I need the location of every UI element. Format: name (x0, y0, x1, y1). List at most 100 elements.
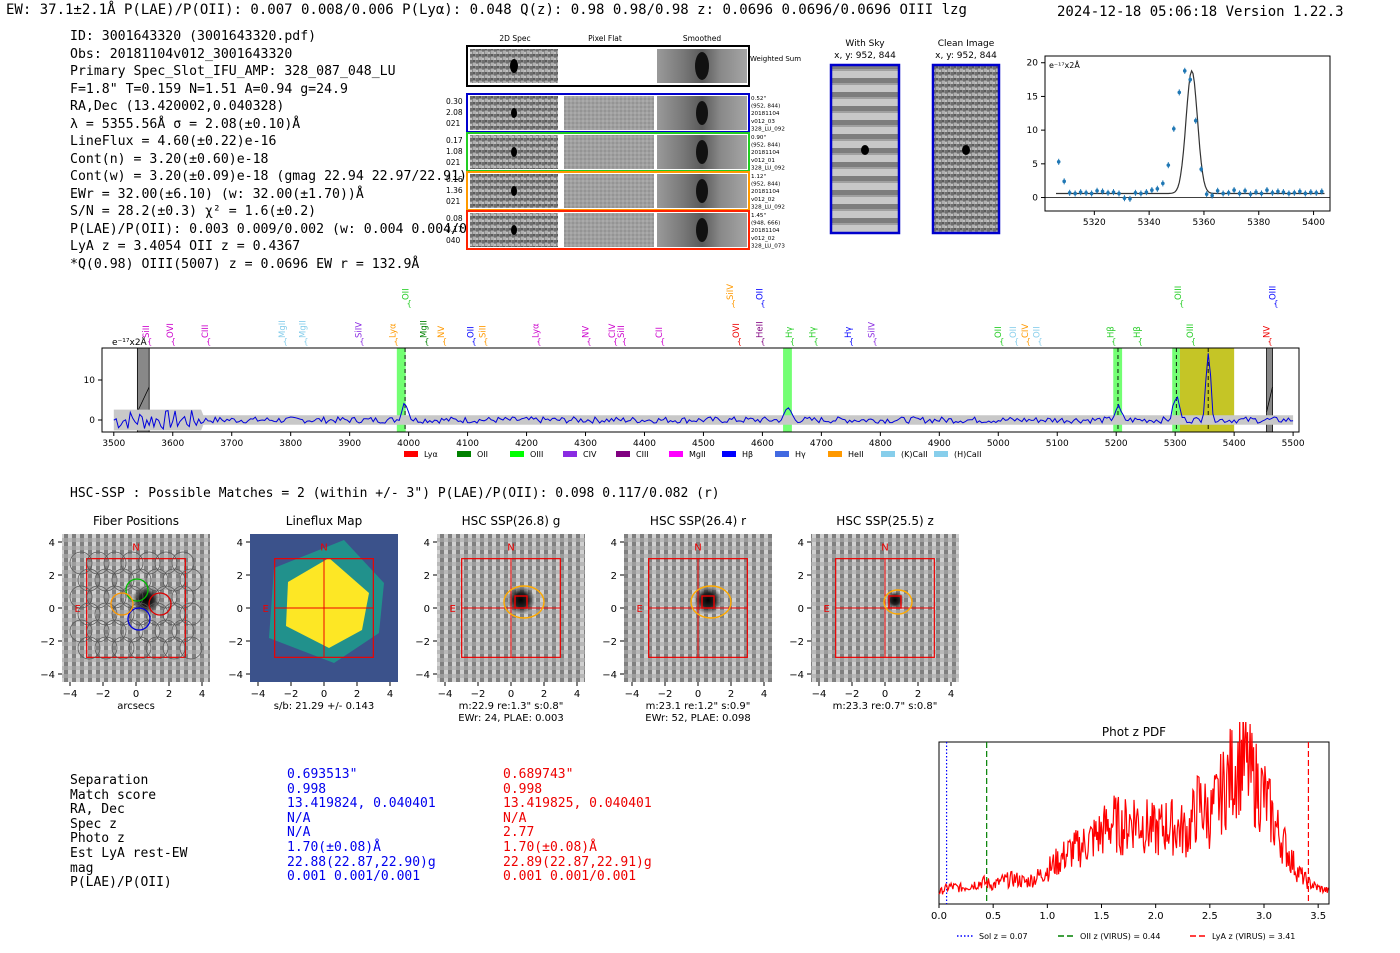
info-line: Cont(n) = 3.20(±0.60)e-18 (70, 151, 269, 167)
info-line: S/N = 28.2(±0.3) χ² = 1.6(±0.2) (70, 204, 317, 219)
hsc-xtick-label: −2 (471, 689, 486, 700)
hsc-xtick-label: 2 (354, 689, 360, 700)
zoom-point (1309, 190, 1313, 194)
hsc-xtick-label: 0 (695, 689, 701, 700)
spec-line-bracket: { (407, 299, 412, 308)
cutout-right-label: 328_LU_092 (751, 204, 785, 210)
spec-xtick-label: 4900 (928, 439, 951, 449)
hsc-panel-group: Fiber Positions N E 4 2 0 −2 −4 −4 −2 0 2 4 arcsecs Li… (40, 514, 959, 724)
blue-mag: 22.88(22.87,22.90)g (287, 854, 436, 870)
hsc-ytick-label: 0 (237, 604, 243, 615)
spec-line-label: MgII (419, 320, 429, 338)
info-line: *Q(0.98) OIII(5007) z = 0.0696 EW r = 13… (70, 256, 420, 272)
cutout-left-label: 2.17 (446, 225, 463, 234)
spec-legend-label: CIV (583, 450, 597, 459)
spec-legend-label: (H)CaII (954, 450, 981, 459)
hsc-ytick-label: −2 (228, 637, 243, 648)
cutout-left-label: 021 (446, 158, 461, 167)
spec-legend-swatch (775, 451, 789, 457)
zoom-point (1254, 190, 1258, 194)
with-sky-source (861, 145, 869, 155)
spec-line-bracket: { (813, 337, 818, 346)
cutout-left-label: 021 (446, 197, 461, 206)
info-line: Obs: 20181104v012_3001643320 (70, 46, 293, 62)
photz-xtick-label: 2.0 (1148, 911, 1164, 922)
cutout-right-label: v012_02 (751, 197, 775, 203)
photz-legend-label: OII z (VIRUS) = 0.44 (1080, 932, 1160, 941)
zoom-ytick-label: 15 (1027, 92, 1038, 102)
spec-line-bracket: { (359, 337, 364, 346)
spec-line-label: Hγ (808, 327, 818, 338)
hsc-panel-title: Fiber Positions (93, 514, 179, 528)
photz-xtick-label: 0.0 (931, 911, 947, 922)
hsc-fiber (120, 551, 144, 575)
zoom-point (1128, 197, 1132, 201)
info-line: Primary Spec_Slot_IFU_AMP: 328_087_048_L… (70, 64, 396, 79)
zoom-point (1281, 190, 1286, 194)
hsc-fiber (171, 551, 195, 575)
zoom-point (1319, 189, 1324, 194)
match-red-column: 0.689743" 0.998 13.419825, 0.040401 N/A … (503, 767, 652, 885)
spec-line-bracket: { (999, 337, 1004, 346)
hsc-panel-title: HSC SSP(26.4) r (650, 514, 746, 528)
spec-line-bracket: { (171, 337, 176, 346)
spec-line-label: NV (581, 326, 591, 338)
zoom-point (1117, 191, 1121, 196)
label-photo-z: Photo z (70, 831, 125, 847)
hsc-east-label: E (450, 604, 456, 615)
hsc-ytick-label: 4 (49, 538, 55, 549)
spec-line-label: CIV (1021, 324, 1031, 338)
hsc-xtick-label: 2 (915, 689, 921, 700)
hsc-east-label: E (824, 604, 830, 615)
cutout-pixel-flat (564, 174, 654, 208)
zoom-point (1177, 90, 1182, 95)
spec-xtick-label: 4400 (633, 439, 656, 449)
spec-line-label: OII (994, 326, 1004, 338)
hsc-xtick-label: 4 (948, 689, 954, 700)
label-spec-z: Spec z (70, 816, 117, 832)
spec-legend-label: HeII (848, 450, 864, 459)
zoom-point (1111, 190, 1116, 194)
zoom-xtick-label: 5400 (1302, 218, 1325, 228)
spec-xtick-label: 4600 (751, 439, 774, 449)
spec-xtick-label: 5200 (1105, 439, 1128, 449)
spec-xtick-label: 5500 (1282, 439, 1305, 449)
cutout-right-label: 20181104 (751, 189, 780, 195)
blue-ra-dec: 13.419824, 0.040401 (287, 796, 436, 812)
spec-line-label: SiII (478, 325, 488, 338)
info-line: LyA z = 3.4054 OII z = 0.4367 (70, 239, 301, 254)
spec-line-bracket: { (622, 337, 627, 346)
hsc-xtick-label: −4 (625, 689, 640, 700)
hsc-fiber (154, 619, 178, 643)
spec-masked-hatch (137, 386, 150, 413)
zoom-point (1232, 188, 1236, 192)
hsc-north-label: N (132, 543, 139, 554)
zoom-xtick-label: 5320 (1083, 218, 1106, 228)
hsc-fiber (179, 636, 203, 660)
blue-match-score: 0.998 (287, 781, 327, 797)
detection-info: ID: 3001643320 (3001643320.pdf) Obs: 201… (70, 28, 507, 273)
hsc-north-label: N (320, 543, 327, 554)
hsc-xtick-label: 0 (508, 689, 514, 700)
hsc-ytick-label: 4 (424, 538, 430, 549)
hsc-fiber (103, 619, 127, 643)
spec-xtick-label: 4700 (810, 439, 833, 449)
spec-legend: Lyα OII OIII CIV CIII MgII Hβ Hγ HeII (K)CaII (H)C… (404, 450, 981, 459)
label-separation: Separation (70, 773, 149, 788)
hsc-fiber-green (125, 578, 149, 602)
zoom-point (1215, 188, 1220, 193)
hsc-fiber-orange (110, 592, 134, 616)
cutout-left-label: 040 (446, 236, 461, 245)
zoom-ytick-label: 10 (1027, 126, 1039, 136)
sky-cutouts: With Sky x, y: 952, 844 Clean Image x, y… (829, 39, 1001, 235)
hsc-xtick-label: −4 (63, 689, 78, 700)
hsc-north-label: N (507, 543, 514, 554)
cutout-source (511, 108, 517, 118)
cutout-left-label: 1.36 (446, 186, 463, 195)
spec-line-bracket: { (1038, 337, 1043, 346)
red-separation: 0.689743" (503, 767, 574, 782)
spec-line-label: OIII (1186, 324, 1196, 338)
zoom-point (1265, 188, 1269, 192)
zoom-point (1095, 188, 1099, 193)
spec-line-label: OVI (732, 323, 742, 338)
